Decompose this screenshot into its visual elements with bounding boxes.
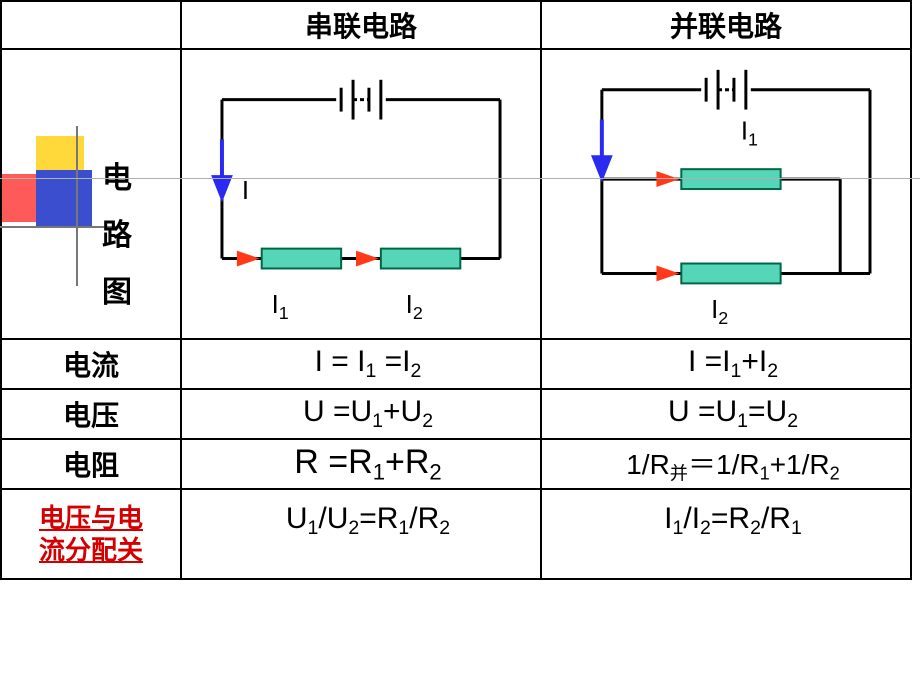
logo-line-h bbox=[0, 226, 118, 228]
row-resistance: 电阻 R =R1+R2 1/R并＝1/R1+1/R2 bbox=[1, 439, 911, 489]
label-char: 路 bbox=[102, 207, 132, 264]
slide-logo bbox=[2, 126, 112, 236]
series-circuit-svg: I I1 I2 bbox=[182, 50, 540, 338]
row-diagram: 电 路 图 bbox=[1, 49, 911, 339]
row-voltage-label: 电压 bbox=[1, 389, 181, 439]
row-resistance-label: 电阻 bbox=[1, 439, 181, 489]
header-series: 串联电路 bbox=[181, 1, 541, 49]
row-diagram-label: 电 路 图 bbox=[102, 150, 132, 321]
svg-text:I2: I2 bbox=[711, 296, 728, 328]
dist-l1: 电压与电 bbox=[39, 503, 143, 533]
label-char: 图 bbox=[102, 264, 132, 321]
row-distribution-label: 电压与电 流分配关 bbox=[1, 489, 181, 579]
series-diagram-cell: I I1 I2 bbox=[181, 49, 541, 339]
label-char: 电 bbox=[102, 150, 132, 207]
row-current: 电流 I = I1 =I2 I =I1+I2 bbox=[1, 339, 911, 389]
row-distribution: 电压与电 流分配关 U1/U2=R1/R2 I1/I2=R2/R1 bbox=[1, 489, 911, 579]
parallel-distribution: I1/I2=R2/R1 bbox=[541, 489, 911, 579]
parallel-resistance: 1/R并＝1/R1+1/R2 bbox=[541, 439, 911, 489]
svg-text:I1: I1 bbox=[741, 117, 758, 149]
series-distribution: U1/U2=R1/R2 bbox=[181, 489, 541, 579]
parallel-diagram-cell: I1 I2 bbox=[541, 49, 911, 339]
table-header-row: 串联电路 并联电路 bbox=[1, 1, 911, 49]
header-empty bbox=[1, 1, 181, 49]
parallel-current: I =I1+I2 bbox=[541, 339, 911, 389]
comparison-table: 串联电路 并联电路 电 路 图 bbox=[0, 0, 912, 580]
dist-l2: 流分配关 bbox=[39, 535, 143, 565]
row-current-label: 电流 bbox=[1, 339, 181, 389]
svg-text:I: I bbox=[242, 177, 249, 205]
row-voltage: 电压 U =U1+U2 U =U1=U2 bbox=[1, 389, 911, 439]
svg-text:I2: I2 bbox=[406, 291, 423, 323]
series-voltage: U =U1+U2 bbox=[181, 389, 541, 439]
logo-line-v bbox=[76, 126, 78, 286]
parallel-circuit-svg: I1 I2 bbox=[542, 50, 910, 338]
logo-blue-square bbox=[36, 170, 92, 226]
series-current: I = I1 =I2 bbox=[181, 339, 541, 389]
series-resistance: R =R1+R2 bbox=[181, 439, 541, 489]
header-parallel: 并联电路 bbox=[541, 1, 911, 49]
parallel-voltage: U =U1=U2 bbox=[541, 389, 911, 439]
row-diagram-label-cell: 电 路 图 bbox=[1, 49, 181, 339]
svg-text:I1: I1 bbox=[272, 291, 289, 323]
